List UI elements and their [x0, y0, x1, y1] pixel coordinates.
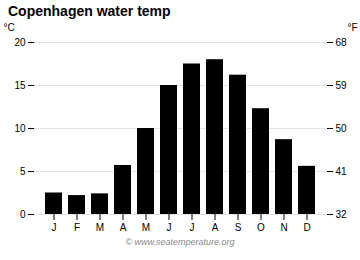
svg-text:F: F [74, 222, 80, 233]
svg-text:°C: °C [4, 22, 15, 33]
svg-text:°F: °F [347, 22, 357, 33]
svg-text:D: D [303, 222, 310, 233]
svg-text:J: J [190, 222, 195, 233]
svg-text:10: 10 [14, 123, 26, 134]
svg-text:41: 41 [336, 166, 348, 177]
svg-text:M: M [96, 222, 104, 233]
svg-text:15: 15 [14, 80, 26, 91]
svg-text:A: A [120, 222, 127, 233]
svg-text:68: 68 [336, 37, 348, 48]
svg-text:A: A [212, 222, 219, 233]
svg-text:32: 32 [336, 209, 348, 220]
svg-text:S: S [235, 222, 242, 233]
svg-text:O: O [257, 222, 265, 233]
svg-text:M: M [142, 222, 150, 233]
svg-text:20: 20 [14, 37, 26, 48]
html-text:© www.seatemperature.org: © www.seatemperature.org [125, 237, 235, 247]
svg-text:0: 0 [20, 209, 26, 220]
svg-text:59: 59 [336, 80, 348, 91]
html-text:Copenhagen water temp: Copenhagen water temp [8, 3, 171, 19]
svg-text:J: J [167, 222, 172, 233]
svg-text:N: N [280, 222, 287, 233]
svg-text:5: 5 [20, 166, 26, 177]
svg-text:J: J [52, 222, 57, 233]
svg-text:50: 50 [336, 123, 348, 134]
